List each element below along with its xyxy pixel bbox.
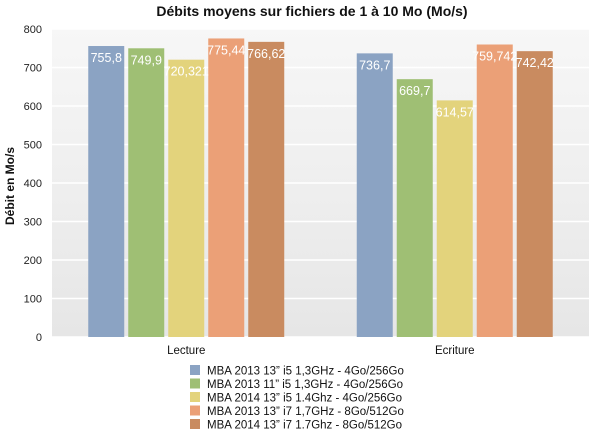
bar-value-label: 669,7 xyxy=(399,84,430,98)
legend-item-label: MBA 2013 11” i5 1,3GHz - 4Go/256Go xyxy=(207,379,403,391)
bar-value-label: 742,42 xyxy=(516,56,554,70)
bar-value-label: 720,321 xyxy=(164,65,209,79)
legend-item-label: MBA 2013 13” i5 1,3GHz - 4Go/256Go xyxy=(207,366,404,378)
bar-value-label: 614,57 xyxy=(436,105,474,119)
x-axis-categories: Lecture Ecriture xyxy=(167,345,474,357)
legend-item-label: MBA 2014 13” i7 1.7Ghz - 8Go/512Go xyxy=(207,420,402,432)
chart-title: Débits moyens sur fichiers de 1 à 10 Mo … xyxy=(156,3,467,19)
y-tick-label: 100 xyxy=(24,294,42,306)
y-tick-label: 700 xyxy=(24,63,42,75)
bar-value-label: 736,7 xyxy=(359,58,390,72)
bar-value-label: 749,9 xyxy=(131,53,162,67)
y-axis-ticks: 0 100 200 300 400 500 600 700 800 xyxy=(24,24,42,344)
bar-value-label: 759,742 xyxy=(472,49,517,63)
legend-swatch xyxy=(190,392,200,402)
y-tick-label: 800 xyxy=(24,24,42,36)
legend-swatch xyxy=(190,365,200,375)
bars xyxy=(88,38,553,338)
x-category-label: Ecriture xyxy=(435,345,475,357)
bar xyxy=(516,51,553,337)
y-tick-label: 600 xyxy=(24,101,42,113)
y-tick-label: 200 xyxy=(24,255,42,267)
bar xyxy=(128,48,165,337)
x-category-label: Lecture xyxy=(167,345,205,357)
legend-swatch xyxy=(190,419,200,429)
legend-item-label: MBA 2014 13” i5 1.4Ghz - 4Go/256Go xyxy=(207,393,402,405)
bar xyxy=(88,46,125,337)
bar xyxy=(168,59,205,337)
bar xyxy=(208,38,245,338)
bar xyxy=(396,79,433,337)
bar-value-label: 766,62 xyxy=(247,47,285,61)
legend-swatch xyxy=(190,405,200,416)
bar xyxy=(436,100,473,337)
legend-item-label: MBA 2013 13” i7 1,7GHz - 8Go/512Go xyxy=(207,406,404,418)
y-tick-label: 400 xyxy=(24,178,42,190)
bar xyxy=(476,44,513,337)
legend-swatch xyxy=(190,378,200,389)
bar-value-label: 775,44 xyxy=(207,43,245,57)
bar-value-label: 755,8 xyxy=(91,51,122,65)
y-axis-title: Débit en Mo/s xyxy=(3,147,17,225)
y-tick-label: 300 xyxy=(24,217,42,229)
bar xyxy=(248,41,285,338)
y-tick-label: 0 xyxy=(36,332,42,344)
bar xyxy=(356,53,393,338)
y-tick-label: 500 xyxy=(24,140,42,152)
